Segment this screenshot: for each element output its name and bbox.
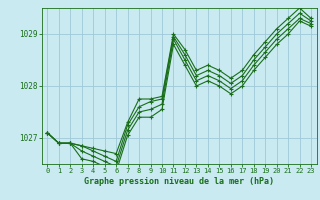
X-axis label: Graphe pression niveau de la mer (hPa): Graphe pression niveau de la mer (hPa) (84, 177, 274, 186)
